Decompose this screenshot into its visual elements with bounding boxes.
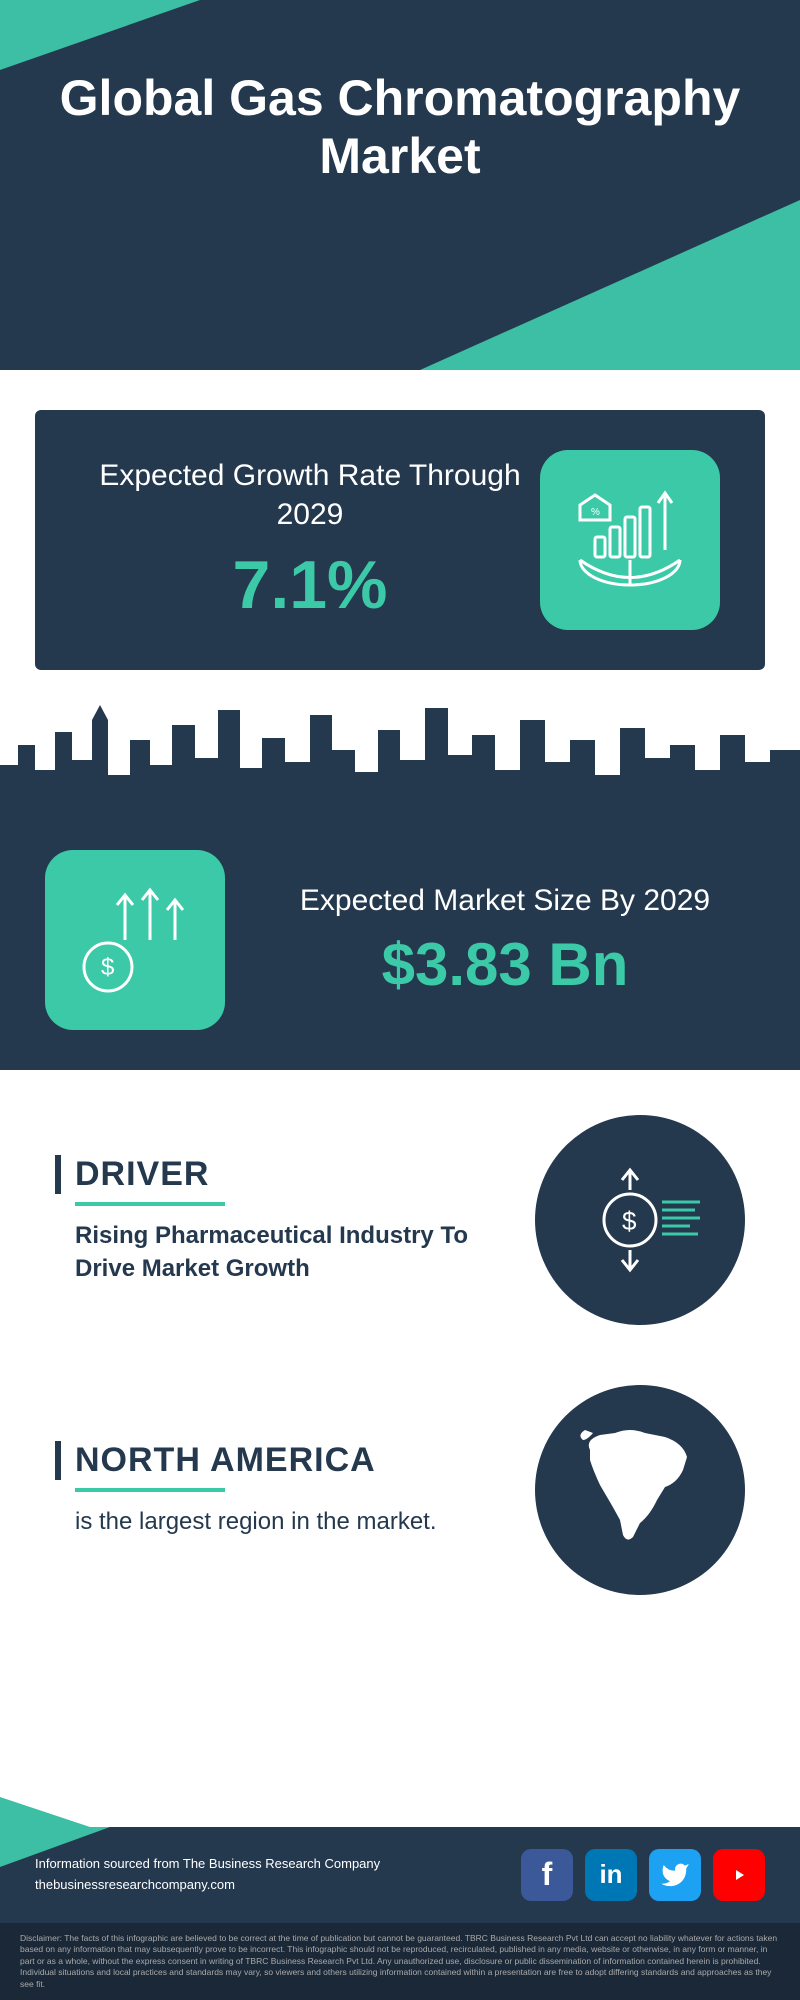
infographic-container: Global Gas Chromatography Market Expecte… <box>0 0 800 2000</box>
disclaimer-text: Disclaimer: The facts of this infographi… <box>0 1923 800 2000</box>
growth-rate-label: Expected Growth Rate Through 2029 <box>80 456 540 534</box>
linkedin-icon[interactable]: in <box>585 1849 637 1901</box>
source-attribution: Information sourced from The Business Re… <box>35 1854 380 1896</box>
footer-bar: Information sourced from The Business Re… <box>0 1827 800 1923</box>
driver-text: DRIVER Rising Pharmaceutical Industry To… <box>55 1155 535 1285</box>
market-size-label: Expected Market Size By 2029 <box>255 881 755 920</box>
header-section: Global Gas Chromatography Market <box>0 0 800 370</box>
decorative-triangle-top-left <box>0 0 200 70</box>
north-america-map-icon <box>535 1385 745 1595</box>
market-size-text: Expected Market Size By 2029 $3.83 Bn <box>255 881 755 999</box>
social-links: f in <box>521 1849 765 1901</box>
region-body: is the largest region in the market. <box>55 1506 505 1538</box>
source-line1: Information sourced from The Business Re… <box>35 1854 380 1875</box>
youtube-icon[interactable] <box>713 1849 765 1901</box>
growth-rate-value: 7.1% <box>80 546 540 624</box>
dollar-cycle-icon: $ <box>535 1115 745 1325</box>
decorative-triangle-footer <box>0 1797 90 1827</box>
twitter-icon[interactable] <box>649 1849 701 1901</box>
footer: Information sourced from The Business Re… <box>0 1827 800 2000</box>
driver-heading: DRIVER <box>55 1155 505 1194</box>
region-text: NORTH AMERICA is the largest region in t… <box>55 1441 535 1538</box>
spacer <box>0 370 800 410</box>
region-row: NORTH AMERICA is the largest region in t… <box>55 1385 745 1595</box>
svg-text:$: $ <box>622 1206 637 1236</box>
growth-rate-card: Expected Growth Rate Through 2029 7.1% % <box>35 410 765 670</box>
growth-rate-text: Expected Growth Rate Through 2029 7.1% <box>80 456 540 624</box>
region-heading: NORTH AMERICA <box>55 1441 505 1480</box>
facebook-icon[interactable]: f <box>521 1849 573 1901</box>
driver-row: DRIVER Rising Pharmaceutical Industry To… <box>55 1115 745 1325</box>
market-size-card: $ Expected Market Size By 2029 $3.83 Bn <box>0 810 800 1070</box>
info-sections: DRIVER Rising Pharmaceutical Industry To… <box>0 1070 800 1675</box>
heading-underline <box>75 1202 225 1206</box>
city-skyline-decoration <box>0 690 800 810</box>
dollar-arrows-icon: $ <box>45 850 225 1030</box>
page-title: Global Gas Chromatography Market <box>40 70 760 185</box>
growth-chart-globe-icon: % <box>540 450 720 630</box>
decorative-triangle-bottom-right <box>420 200 800 370</box>
heading-underline <box>75 1488 225 1492</box>
svg-text:%: % <box>591 507 600 518</box>
source-line2: thebusinessresearchcompany.com <box>35 1875 380 1896</box>
market-size-value: $3.83 Bn <box>255 930 755 999</box>
svg-text:$: $ <box>101 954 114 981</box>
driver-body: Rising Pharmaceutical Industry To Drive … <box>55 1220 505 1285</box>
